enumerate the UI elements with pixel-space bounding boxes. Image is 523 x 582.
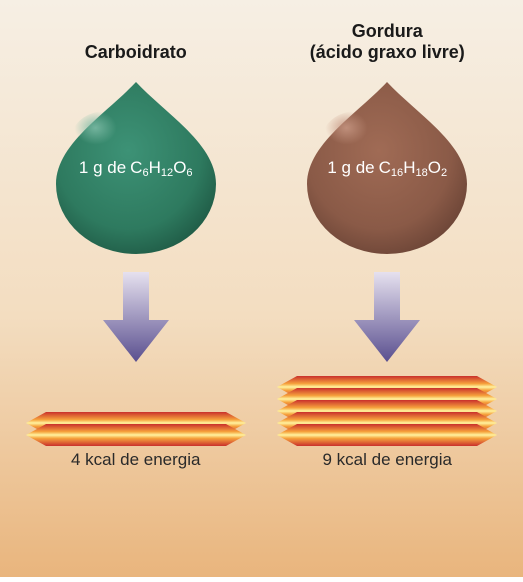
drop-label: 1 g deC6H12O6 [79,158,193,178]
title-line1: Gordura [310,21,465,43]
energy-slab [26,424,246,446]
drop-fat: 1 g deC16H18O2 [297,74,477,254]
formula-subscript: 12 [161,167,173,179]
arrow-down-icon [352,272,422,362]
formula-subscript: 6 [142,167,148,179]
column-fat: Gordura(ácido graxo livre) 1 g deC16H18O… [267,20,507,577]
arrow-down-icon [101,272,171,362]
formula-element: O [428,158,441,178]
formula-element: C [379,158,391,178]
formula-element: C [130,158,142,178]
formula-subscript: 6 [186,167,192,179]
formula-element: O [173,158,186,178]
formula-element: H [403,158,415,178]
energy-label: 4 kcal de energia [71,450,200,470]
drop-formula: C16H18O2 [379,158,448,178]
formula-element: H [149,158,161,178]
energy-label: 9 kcal de energia [323,450,452,470]
formula-subscript: 18 [415,167,427,179]
drop-label-prefix: 1 g de [327,158,374,178]
title-line2: (ácido graxo livre) [310,42,465,64]
energy-slab [277,424,497,446]
drop-label-prefix: 1 g de [79,158,126,178]
drop-formula: C6H12O6 [130,158,192,178]
title-line1: Carboidrato [85,42,187,64]
drop-carb: 1 g deC6H12O6 [46,74,226,254]
column-title-fat: Gordura(ácido graxo livre) [310,20,465,64]
formula-subscript: 2 [441,167,447,179]
column-title-carb: Carboidrato [85,20,187,64]
formula-subscript: 16 [391,167,403,179]
energy-stack-fat: 9 kcal de energia [277,376,497,470]
energy-stack-carb: 4 kcal de energia [26,412,246,470]
column-carb: Carboidrato 1 g deC6H12O6 [16,20,256,577]
drop-label: 1 g deC16H18O2 [327,158,447,178]
